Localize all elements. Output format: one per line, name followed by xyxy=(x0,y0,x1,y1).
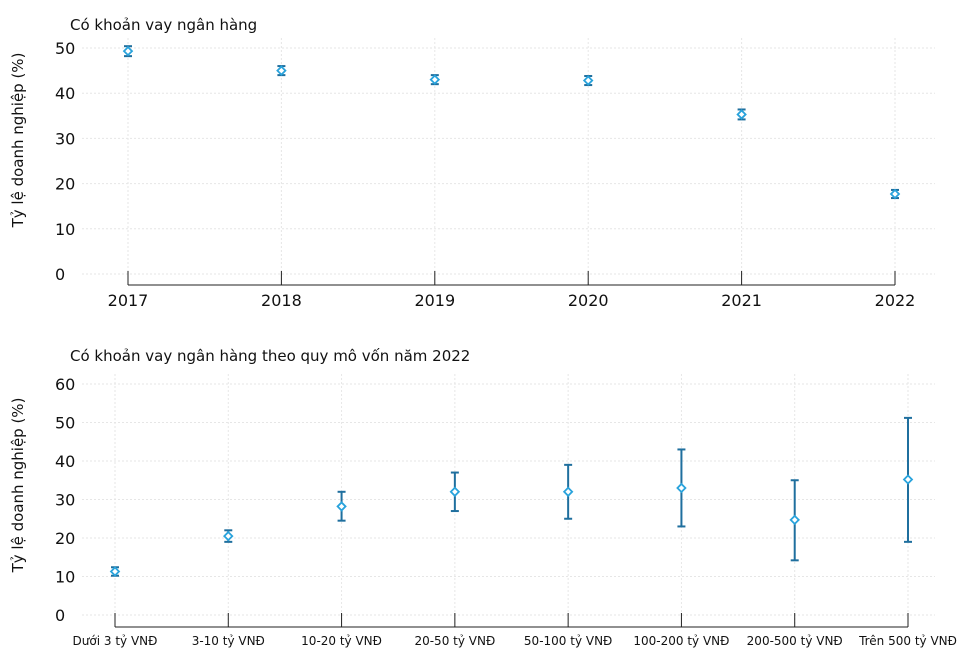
data-point xyxy=(789,514,800,526)
y-tick-label: 40 xyxy=(55,84,75,103)
chart-panel-yearly: Có khoản vay ngân hàng Tỷ lệ doanh nghiệp… xyxy=(9,16,935,310)
y-tick-label: 30 xyxy=(55,491,75,510)
x-tick-label: 20-50 tỷ VNĐ xyxy=(414,634,495,648)
data-point xyxy=(582,75,594,86)
x-tick-label: 2021 xyxy=(721,291,762,310)
chart-panel-capital-size: Có khoản vay ngân hàng theo quy mô vốn n… xyxy=(9,347,957,648)
x-tick-label: 2018 xyxy=(261,291,302,310)
y-tick-label: 20 xyxy=(55,529,75,548)
y-tick-label: 50 xyxy=(55,414,75,433)
y-axis-label: Tỷ lệ doanh nghiệp (%) xyxy=(9,398,27,574)
x-tick-label: 3-10 tỷ VNĐ xyxy=(192,634,265,648)
y-tick-label: 40 xyxy=(55,452,75,471)
data-point xyxy=(562,486,574,498)
x-tick-label: 2022 xyxy=(875,291,916,310)
y-tick-label: 20 xyxy=(55,175,75,194)
x-tick-label: 2020 xyxy=(568,291,609,310)
x-tick-label: 200-500 tỷ VNĐ xyxy=(747,634,843,648)
data-point xyxy=(223,530,234,542)
y-tick-label: 30 xyxy=(55,129,75,148)
x-tick-label: 10-20 tỷ VNĐ xyxy=(301,634,382,648)
y-tick-label: 50 xyxy=(55,39,75,58)
data-point xyxy=(109,566,121,577)
data-point xyxy=(336,501,347,512)
data-point xyxy=(676,482,687,494)
data-point xyxy=(429,74,441,85)
data-point xyxy=(449,486,461,498)
data-point xyxy=(902,474,914,485)
x-tick-label: Trên 500 tỷ VNĐ xyxy=(858,634,957,648)
y-tick-label: 0 xyxy=(55,606,65,625)
x-tick-label: 100-200 tỷ VNĐ xyxy=(633,634,729,648)
data-point xyxy=(736,109,747,120)
x-tick-label: 2019 xyxy=(414,291,455,310)
chart-title: Có khoản vay ngân hàng theo quy mô vốn n… xyxy=(70,347,470,365)
x-tick-label: 50-100 tỷ VNĐ xyxy=(524,634,612,648)
x-tick-label: 2017 xyxy=(108,291,149,310)
data-point xyxy=(889,188,901,200)
data-point xyxy=(276,65,287,76)
y-tick-label: 60 xyxy=(55,375,75,394)
chart-title: Có khoản vay ngân hàng xyxy=(70,16,257,34)
y-tick-label: 10 xyxy=(55,568,75,587)
y-axis-label: Tỷ lệ doanh nghiệp (%) xyxy=(9,53,27,229)
x-tick-label: Dưới 3 tỷ VNĐ xyxy=(73,634,158,648)
data-point xyxy=(122,45,134,57)
y-tick-label: 0 xyxy=(55,265,65,284)
y-tick-label: 10 xyxy=(55,220,75,239)
